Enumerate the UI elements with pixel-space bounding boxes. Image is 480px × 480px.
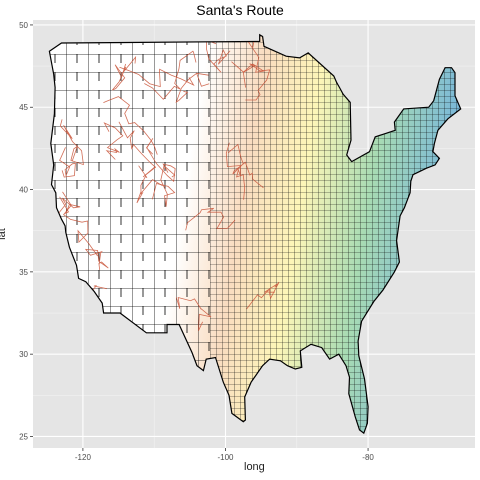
route-line xyxy=(227,143,264,189)
axes: -120 -100 -80 25 30 35 40 45 50 xyxy=(19,21,374,462)
route-line xyxy=(59,147,76,178)
us-outline xyxy=(48,33,462,435)
route-line xyxy=(103,122,124,160)
y-tick-label: 25 xyxy=(19,432,28,441)
route-line xyxy=(152,165,176,207)
route-line xyxy=(118,121,157,178)
chart-title: Santa's Route xyxy=(196,2,284,18)
route-line xyxy=(111,55,137,91)
route-line xyxy=(231,61,271,101)
route-line xyxy=(59,119,84,166)
y-tick-label: 30 xyxy=(19,350,28,359)
x-tick-label: -80 xyxy=(362,453,374,462)
x-axis-title: long xyxy=(244,461,265,473)
route-line xyxy=(136,165,163,204)
route-line xyxy=(119,66,195,88)
y-tick-label: 45 xyxy=(19,103,28,112)
route-line xyxy=(145,138,176,183)
y-tick-label: 50 xyxy=(19,21,28,30)
route-line xyxy=(246,281,280,310)
x-tick-label: -100 xyxy=(217,453,234,462)
route-line xyxy=(225,142,246,200)
route-line xyxy=(144,50,197,100)
route-line xyxy=(103,96,158,155)
route-line xyxy=(185,207,236,231)
x-tick-label: -120 xyxy=(75,453,92,462)
route-line xyxy=(206,39,231,73)
route-line xyxy=(175,296,212,331)
y-tick-label: 40 xyxy=(19,186,28,195)
route-line xyxy=(84,248,109,270)
y-tick-label: 35 xyxy=(19,268,28,277)
route-line xyxy=(175,72,210,104)
route-line xyxy=(62,191,98,257)
